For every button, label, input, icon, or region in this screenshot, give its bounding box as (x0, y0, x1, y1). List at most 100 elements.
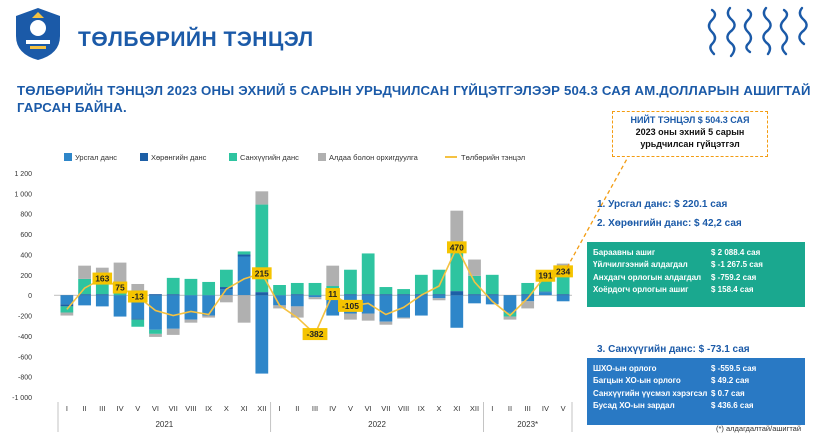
bar-4-13 (290, 306, 304, 318)
bar-2-19 (397, 294, 411, 296)
data-label-bg (302, 328, 328, 341)
bar-4-1 (78, 265, 91, 279)
legend-swatch (318, 153, 326, 161)
row-value: $ 2 088.4 сая (711, 247, 761, 257)
data-label-bg (112, 281, 128, 294)
row-value: $ 436.6 сая (711, 401, 754, 411)
bar-1-20 (414, 295, 428, 316)
y-tick-label: -200 (18, 314, 32, 321)
bar-1-18 (379, 295, 393, 322)
mongolian-script-logo (707, 6, 808, 58)
bar-2-11 (255, 292, 269, 296)
bar-3-18 (379, 287, 393, 295)
bar-2-17 (361, 294, 375, 296)
x-tick-label: XII (257, 404, 266, 413)
summary-current-account: 1. Урсгал данс: $ 220.1 сая (597, 199, 728, 210)
bar-1-28 (556, 295, 570, 302)
bar-1-23 (468, 295, 481, 304)
summary-financial-account: 3. Санхүүгийн данс: $ -73.1 сая (597, 344, 750, 355)
bar-3-1 (78, 278, 91, 295)
row-label: Үйлчилгээний алдагдал (593, 260, 688, 270)
bar-3-13 (290, 282, 304, 295)
y-tick-label: 400 (20, 252, 32, 259)
x-tick-label: XI (453, 404, 460, 413)
row-label: Багцын ХО-ын орлого (593, 376, 681, 386)
bar-1-6 (166, 295, 180, 329)
legend-label: Төлбөрийн тэнцэл (461, 153, 525, 162)
current-account-table: Бараавны ашиг $ 2 088.4 сая Үйлчилгээний … (587, 242, 805, 307)
callout-line-2: 2023 оны эхний 5 сарын (635, 127, 745, 137)
bar-2-1 (78, 294, 91, 296)
headline: ТӨЛБӨРИЙН ТЭНЦЭЛ 2023 ОНЫ ЭХНИЙ 5 САРЫН … (17, 83, 811, 115)
data-label-bg (535, 269, 556, 282)
bar-4-6 (166, 328, 180, 335)
table-row: ШХО-ын орлого $ -559.5 сая (593, 362, 799, 375)
data-label: 163 (95, 274, 109, 284)
row-value: $ -559.5 сая (711, 363, 757, 373)
bar-4-19 (397, 317, 411, 319)
x-tick-label: IV (329, 404, 336, 413)
row-value: $ 49.2 сая (711, 376, 750, 386)
bar-1-10 (237, 256, 251, 296)
bar-1-9 (219, 289, 233, 296)
data-label: 215 (255, 268, 269, 278)
bar-2-4 (131, 318, 145, 320)
bar-1-1 (78, 295, 91, 306)
bar-4-10 (237, 295, 251, 323)
bar-4-12 (273, 305, 286, 309)
x-tick-label: III (312, 404, 318, 413)
callout-connector (566, 156, 629, 268)
y-tick-label: -400 (18, 334, 32, 341)
bar-4-21 (432, 298, 446, 301)
bar-2-16 (344, 294, 357, 296)
table-row: Бараавны ашиг $ 2 088.4 сая (593, 246, 799, 259)
x-tick-label: X (224, 404, 229, 413)
bar-2-18 (379, 294, 393, 296)
y-tick-label: 800 (20, 212, 32, 219)
row-label: ШХО-ын орлого (593, 363, 657, 373)
bar-2-24 (485, 294, 499, 296)
bar-1-11 (255, 295, 269, 374)
y-tick-label: -800 (18, 375, 32, 382)
bar-3-27 (539, 279, 552, 292)
bar-4-17 (361, 313, 375, 321)
x-tick-label: V (348, 404, 353, 413)
data-label: -105 (342, 301, 359, 311)
table-row: Анхдагч орлогын алдагдал $ -759.2 сая (593, 271, 799, 284)
x-tick-label: VI (152, 404, 159, 413)
x-tick-label: VI (365, 404, 372, 413)
legend-swatch (140, 153, 148, 161)
x-tick-label: III (525, 404, 531, 413)
x-tick-label: IV (116, 404, 123, 413)
x-tick-label: I (279, 404, 281, 413)
bar-2-2 (95, 294, 109, 296)
mongolbank-logo (16, 8, 60, 60)
summary-capital-account: 2. Хөрөнгийн данс: $ 42,2 сая (597, 218, 742, 229)
row-value: $ -759.2 сая (711, 272, 757, 282)
x-tick-label: IV (542, 404, 549, 413)
legend-label: Алдаа болон орхигдуулга (329, 153, 419, 162)
table-row: Хоёрдогч орлогын ашиг $ 158.4 сая (593, 284, 799, 297)
bar-3-17 (361, 253, 375, 295)
row-label: Бараавны ашиг (593, 247, 656, 257)
callout-line-3: урьдчилсан гүйцэтгэл (640, 139, 740, 149)
x-tick-label: VIII (398, 404, 409, 413)
y-tick-label: 1 000 (14, 191, 32, 198)
bar-4-14 (308, 297, 322, 300)
x-tick-label: V (135, 404, 140, 413)
x-tick-label: XI (241, 404, 248, 413)
bar-1-14 (308, 295, 322, 298)
x-tick-label: VII (381, 404, 390, 413)
y-tick-label: -1 000 (12, 395, 32, 402)
data-label-bg (553, 265, 573, 278)
bar-1-3 (113, 295, 127, 317)
row-label: Санхүүгийн үүсмэл хэрэгсэл (593, 388, 708, 398)
bar-4-11 (255, 191, 269, 205)
bar-3-9 (219, 269, 233, 288)
row-label: Хоёрдогч орлогын ашиг (593, 285, 689, 295)
total-balance-callout: НИЙТ ТЭНЦЭЛ $ 504.3 САЯ 2023 оны эхний 5… (612, 111, 768, 157)
financial-account-table: ШХО-ын орлого $ -559.5 сая Багцын ХО-ын о… (587, 358, 805, 425)
bar-3-23 (468, 275, 481, 295)
bar-3-8 (202, 281, 216, 296)
